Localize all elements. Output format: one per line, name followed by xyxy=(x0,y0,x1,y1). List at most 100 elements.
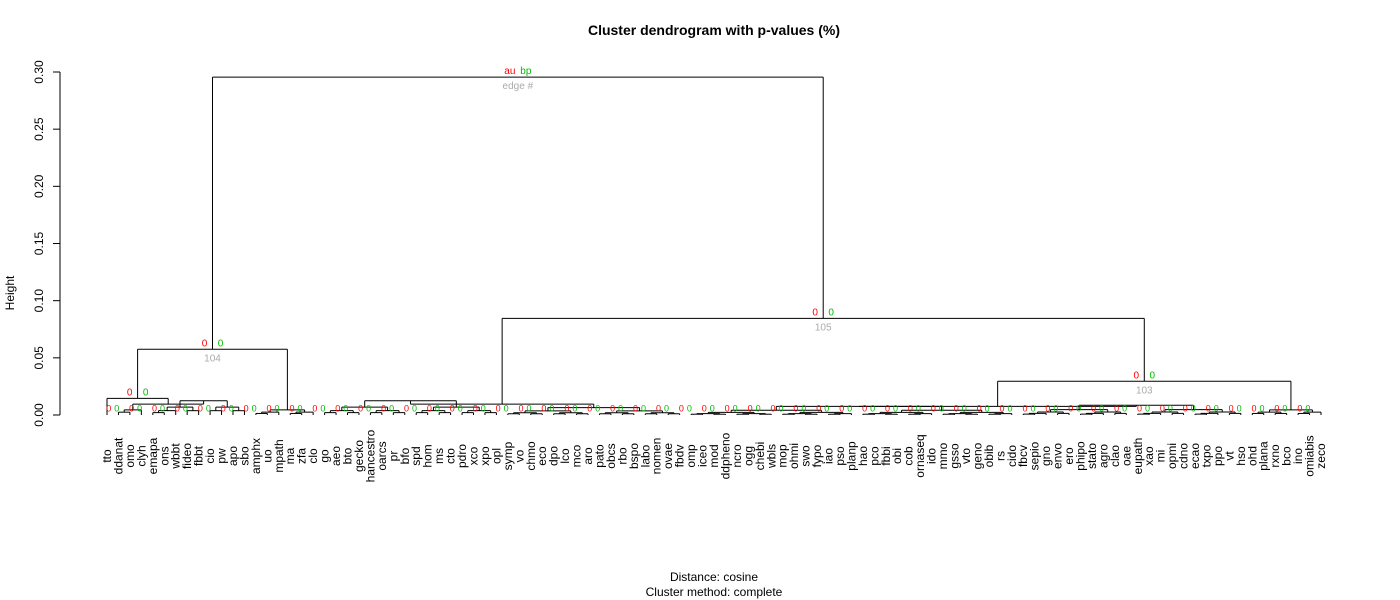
bp-pvalue: 0 xyxy=(412,403,417,413)
bp-pvalue: 0 xyxy=(1260,403,1265,413)
leaf-label: fypo xyxy=(810,444,824,467)
edge-number: 104 xyxy=(204,353,221,364)
au-pvalue: 0 xyxy=(1000,403,1005,413)
bp-pvalue: 0 xyxy=(366,403,371,413)
leaf-label: rbo xyxy=(615,447,629,465)
bp-pvalue: 0 xyxy=(1150,370,1156,381)
leaf-label: wbls xyxy=(764,444,778,469)
au-pvalue: 0 xyxy=(519,403,524,413)
au-pvalue: 0 xyxy=(244,403,249,413)
leaf-label: agro xyxy=(1096,444,1110,468)
leaf-label: apo xyxy=(226,446,240,466)
au-pvalue: 0 xyxy=(1183,403,1188,413)
leaf-label: tto xyxy=(100,449,114,463)
leaf-label: ons xyxy=(157,446,171,465)
bp-pvalue: 0 xyxy=(343,403,348,413)
bp-pvalue: 0 xyxy=(893,403,898,413)
au-pvalue: 0 xyxy=(793,403,798,413)
au-pvalue: 0 xyxy=(129,403,134,413)
au-pvalue: 0 xyxy=(633,403,638,413)
leaf-label: nomen xyxy=(650,438,664,475)
au-pvalue: 0 xyxy=(954,403,959,413)
bp-pvalue: 0 xyxy=(733,403,738,413)
x-axis-label-method: Cluster method: complete xyxy=(646,585,783,599)
leaf-label: clao xyxy=(1108,445,1122,467)
leaf-label: cdno xyxy=(1177,443,1191,469)
au-pvalue: 0 xyxy=(1252,403,1257,413)
au-pvalue: 0 xyxy=(862,403,867,413)
leaf-label: eco xyxy=(535,446,549,466)
bp-pvalue: 0 xyxy=(218,338,224,349)
au-pvalue: 0 xyxy=(450,403,455,413)
bp-pvalue: 0 xyxy=(710,403,715,413)
au-pvalue: 0 xyxy=(1160,403,1165,413)
leaf-label: ovae xyxy=(661,443,675,469)
au-pvalue: 0 xyxy=(1206,403,1211,413)
leaf-label: stato xyxy=(1085,443,1099,469)
leaf-label: clyh xyxy=(134,445,148,466)
bp-pvalue: 0 xyxy=(137,403,142,413)
leaf-label: wbbt xyxy=(169,443,183,470)
leaf-label: symp xyxy=(501,441,515,470)
y-tick-label: 0.30 xyxy=(32,60,46,84)
leaf-label: envo xyxy=(1051,443,1065,469)
leaf-label: omo xyxy=(123,444,137,468)
leaf-label: vt xyxy=(1222,451,1236,461)
leaf-label: bco xyxy=(1280,446,1294,466)
au-pvalue: 0 xyxy=(312,403,317,413)
leaf-label: zeco xyxy=(1314,443,1328,469)
y-tick-label: 0.15 xyxy=(32,231,46,255)
leaf-label: sepio xyxy=(1028,441,1042,470)
bp-pvalue: 0 xyxy=(847,403,852,413)
bp-pvalue: 0 xyxy=(1237,403,1242,413)
leaf-label: mpath xyxy=(272,439,286,472)
bp-pvalue: 0 xyxy=(1099,403,1104,413)
leaf-label: vo xyxy=(512,449,526,462)
leaf-label: oae xyxy=(1119,446,1133,466)
y-tick-label: 0.10 xyxy=(32,289,46,313)
dendrogram-tree xyxy=(106,76,1322,415)
leaf-label: dpo xyxy=(547,446,561,466)
bp-pvalue: 0 xyxy=(828,307,834,318)
bp-pvalue: 0 xyxy=(1008,403,1013,413)
bp-pvalue: 0 xyxy=(870,403,875,413)
bp-pvalue: 0 xyxy=(687,403,692,413)
y-tick-label: 0.00 xyxy=(32,403,46,427)
au-pvalue: 0 xyxy=(748,403,753,413)
leaf-label: oarcs xyxy=(375,441,389,470)
leaf-label: obi xyxy=(890,448,904,464)
leaf-label: hso xyxy=(1234,446,1248,466)
bp-pvalue: 0 xyxy=(916,403,921,413)
au-pvalue: 0 xyxy=(656,403,661,413)
leaf-label: fbdv xyxy=(673,445,687,468)
leaf-label: pso xyxy=(833,446,847,466)
au-pvalue: 0 xyxy=(127,387,133,398)
au-pvalue: 0 xyxy=(1137,403,1142,413)
au-pvalue: 0 xyxy=(564,403,569,413)
bp-pvalue: 0 xyxy=(1145,403,1150,413)
bp-pvalue: 0 xyxy=(1076,403,1081,413)
leaf-label: omiabis xyxy=(1303,435,1317,476)
au-pvalue: 0 xyxy=(152,403,157,413)
au-pvalue: 0 xyxy=(473,403,478,413)
leaf-label: pco xyxy=(867,446,881,466)
leaf-label: clo xyxy=(306,448,320,464)
leaf-label: ido xyxy=(925,448,939,464)
au-pvalue: 0 xyxy=(977,403,982,413)
leaf-label: ogg xyxy=(741,446,755,466)
au-pvalue: 0 xyxy=(1229,403,1234,413)
leaf-label: ohmi xyxy=(787,443,801,469)
au-pvalue: 0 xyxy=(198,403,203,413)
y-tick-label: 0.20 xyxy=(32,174,46,198)
au-pvalue: 0 xyxy=(725,403,730,413)
leaf-label: cido xyxy=(1005,445,1019,467)
leaf-label: mi xyxy=(1154,450,1168,463)
leaf-label: chebi xyxy=(753,442,767,471)
y-tick-label: 0.05 xyxy=(32,346,46,370)
bp-pvalue: 0 xyxy=(183,403,188,413)
bp-pvalue: 0 xyxy=(320,403,325,413)
bp-pvalue: 0 xyxy=(206,403,211,413)
bp-pvalue: 0 xyxy=(939,403,944,413)
bp-pvalue: 0 xyxy=(143,387,149,398)
leaf-label: omp xyxy=(684,444,698,468)
